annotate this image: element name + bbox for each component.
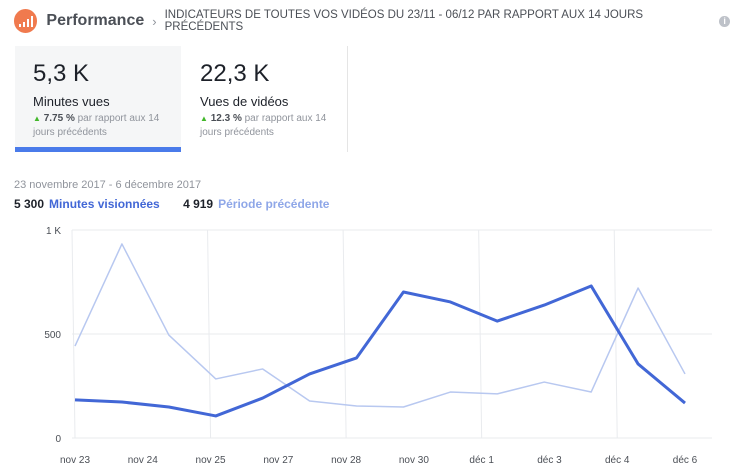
chart-legend: 5 300 Minutes visionnées 4 919 Période pré… — [14, 197, 329, 211]
arrow-up-icon: ▲ — [200, 114, 208, 123]
chevron-right-icon: › — [152, 13, 157, 29]
metric-card-views[interactable]: 22,3 K Vues de vidéos ▲ 12.3 % par rappo… — [182, 46, 348, 152]
grid-line — [342, 229, 347, 439]
date-range: 23 novembre 2017 - 6 décembre 2017 — [14, 179, 202, 191]
grid-line — [613, 229, 618, 439]
metric-value: 5,3 K — [33, 60, 90, 87]
legend-current-label[interactable]: Minutes visionnées — [49, 197, 160, 211]
x-tick-label: nov 24 — [128, 455, 158, 466]
grid-line — [207, 229, 212, 439]
y-tick-label: 1 K — [46, 226, 61, 237]
grid-line — [71, 229, 76, 439]
legend-previous-label[interactable]: Période précédente — [218, 197, 330, 211]
x-tick-label: nov 25 — [196, 455, 226, 466]
x-tick-label: nov 30 — [399, 455, 429, 466]
legend-current-value: 5 300 — [14, 197, 45, 211]
series-line-previous — [74, 243, 686, 408]
x-tick-label: nov 23 — [60, 455, 90, 466]
x-tick-label: déc 1 — [469, 455, 494, 466]
series-line-current — [74, 284, 686, 418]
x-tick-label: nov 27 — [263, 455, 293, 466]
x-tick-label: nov 28 — [331, 455, 361, 466]
metric-value: 22,3 K — [200, 60, 270, 87]
info-icon[interactable]: i — [719, 15, 730, 27]
arrow-up-icon: ▲ — [33, 114, 41, 123]
metric-label: Minutes vues — [33, 94, 110, 109]
y-tick-label: 0 — [55, 434, 61, 445]
x-tick-label: déc 6 — [673, 455, 698, 466]
x-tick-label: déc 3 — [537, 455, 562, 466]
metric-change: ▲ 7.75 % par rapport aux 14 jours précéd… — [33, 113, 160, 138]
x-tick-label: déc 4 — [605, 455, 630, 466]
metric-change: ▲ 12.3 % par rapport aux 14 jours précéd… — [200, 113, 327, 138]
y-tick-label: 500 — [44, 330, 61, 341]
metric-label: Vues de vidéos — [200, 94, 289, 109]
page-subtitle: INDICATEURS DE TOUTES VOS VIDÉOS DU 23/1… — [164, 9, 644, 33]
metric-card-minutes[interactable]: 5,3 K Minutes vues ▲ 7.75 % par rapport … — [15, 46, 181, 152]
header: Performance › INDICATEURS DE TOUTES VOS … — [14, 8, 730, 34]
grid-line — [478, 229, 483, 439]
performance-chart-icon — [14, 9, 38, 33]
legend-previous-value: 4 919 — [183, 197, 214, 211]
page-title[interactable]: Performance — [46, 12, 145, 29]
